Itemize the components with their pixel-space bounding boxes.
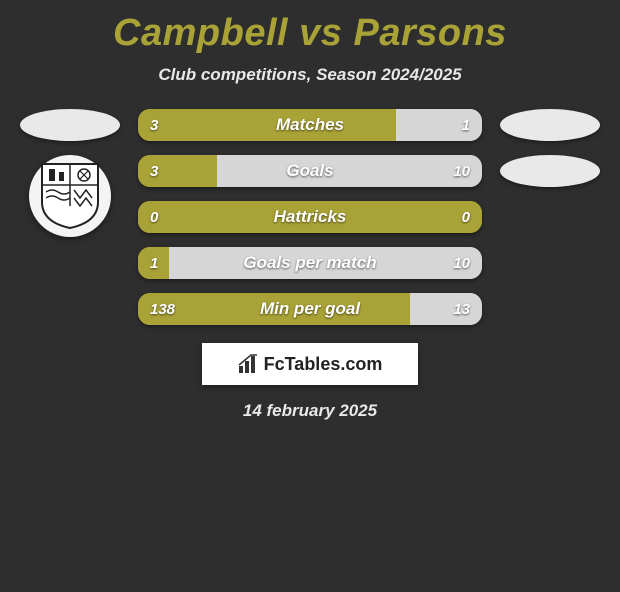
stat-label: Goals xyxy=(138,155,482,187)
stat-value-left: 3 xyxy=(150,155,158,187)
stat-value-right: 1 xyxy=(462,109,470,141)
left-player-col xyxy=(10,109,130,325)
brand-label: FcTables.com xyxy=(238,354,383,375)
comparison-content: Matches31Goals310Hattricks00Goals per ma… xyxy=(0,109,620,325)
subtitle: Club competitions, Season 2024/2025 xyxy=(0,65,620,85)
stat-value-left: 0 xyxy=(150,201,158,233)
stat-value-right: 10 xyxy=(453,155,470,187)
stat-bar: Min per goal138 13 xyxy=(138,293,482,325)
stats-bars: Matches31Goals310Hattricks00Goals per ma… xyxy=(130,109,490,325)
stat-value-right: 0 xyxy=(462,201,470,233)
stat-bar: Goals per match1 10 xyxy=(138,247,482,279)
stat-label: Min per goal xyxy=(138,293,482,325)
stat-bar: Goals3 10 xyxy=(138,155,482,187)
brand-box: FcTables.com xyxy=(202,343,418,385)
stat-value-right: 13 xyxy=(453,293,470,325)
left-player-ellipse xyxy=(20,109,120,141)
right-player-col xyxy=(490,109,610,325)
bars-icon xyxy=(238,354,260,374)
left-player-badge xyxy=(29,155,111,237)
stat-label: Goals per match xyxy=(138,247,482,279)
stat-value-left: 138 xyxy=(150,293,175,325)
right-player-ellipse-1 xyxy=(500,109,600,141)
stat-bar: Hattricks0 0 xyxy=(138,201,482,233)
club-crest-icon xyxy=(40,162,100,230)
page-title: Campbell vs Parsons xyxy=(0,12,620,55)
stat-label: Hattricks xyxy=(138,201,482,233)
stat-label: Matches xyxy=(138,109,482,141)
stat-value-right: 10 xyxy=(453,247,470,279)
right-player-ellipse-2 xyxy=(500,155,600,187)
stat-value-left: 1 xyxy=(150,247,158,279)
stat-bar: Matches3 1 xyxy=(138,109,482,141)
date-label: 14 february 2025 xyxy=(0,401,620,421)
brand-text: FcTables.com xyxy=(264,354,383,375)
stat-value-left: 3 xyxy=(150,109,158,141)
